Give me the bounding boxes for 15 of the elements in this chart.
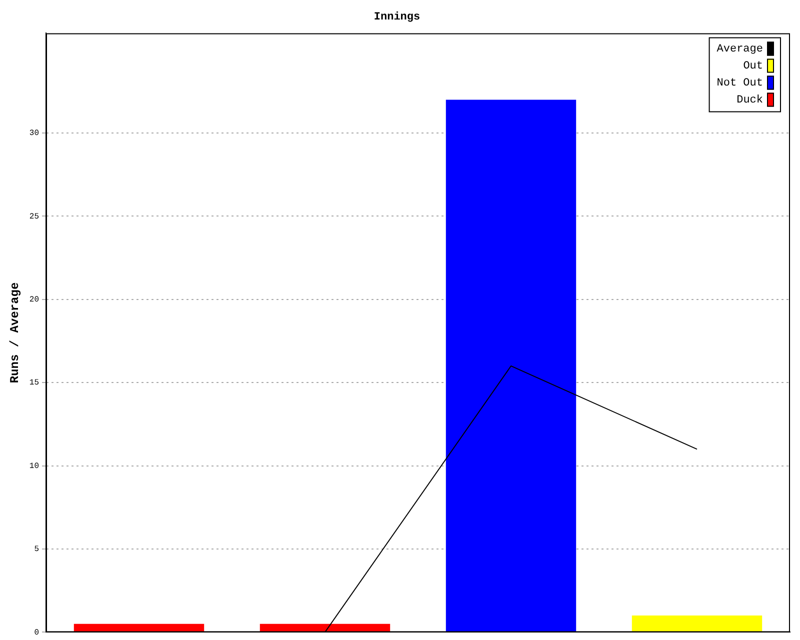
y-tick-label: 20 <box>29 296 40 305</box>
y-tick-label: 30 <box>29 129 40 138</box>
legend-label: Out <box>743 60 763 73</box>
y-tick-label: 25 <box>29 212 40 222</box>
y-tick-label: 10 <box>29 462 40 471</box>
bar <box>446 100 576 632</box>
y-tick-label: 15 <box>29 378 40 388</box>
bar <box>632 616 762 632</box>
legend-label: Not Out <box>716 78 763 90</box>
legend-label: Duck <box>736 94 764 107</box>
chart-title: Innings <box>374 11 420 24</box>
y-tick-label: 0 <box>34 628 40 638</box>
legend-label: Average <box>716 44 763 56</box>
y-tick-label: 5 <box>34 545 40 554</box>
y-axis-title: Runs / Average <box>8 282 22 384</box>
